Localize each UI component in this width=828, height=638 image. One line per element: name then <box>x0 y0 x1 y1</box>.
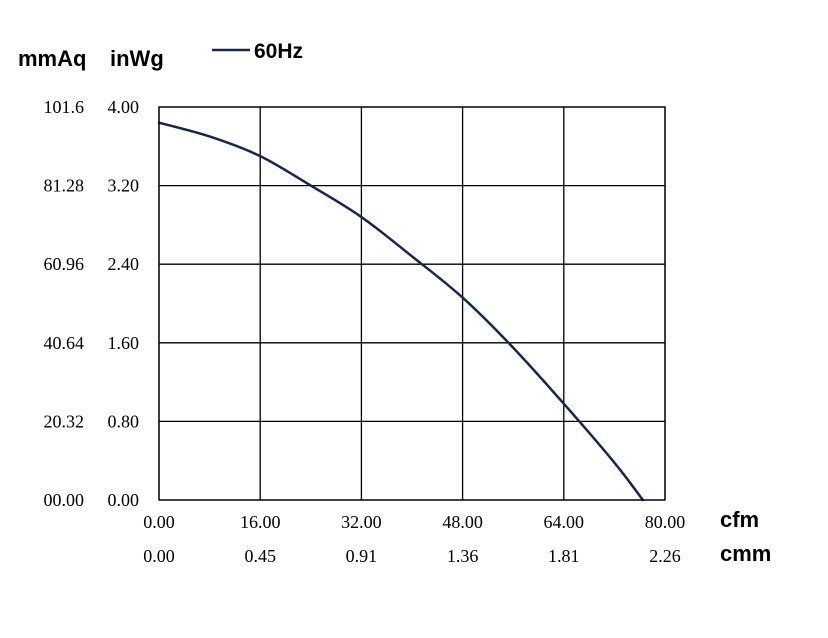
y-tick-labels: 00.00 0.00 20.32 0.80 40.64 1.60 60.96 2.40 81.2… <box>44 97 140 510</box>
x-tick-label-cfm: 80.00 <box>645 512 686 532</box>
x-tick-label-cfm: 64.00 <box>544 512 585 532</box>
series-layer <box>157 121 645 502</box>
x-tick-label-cmm: 0.91 <box>346 546 378 566</box>
y-tick-label-inwg: 0.80 <box>108 411 140 431</box>
x-unit-secondary-label: cmm <box>720 541 771 566</box>
y-tick-label-inwg: 0.00 <box>108 490 140 510</box>
plot-frame <box>158 106 666 501</box>
x-tick-label-cfm: 48.00 <box>442 512 483 532</box>
y-tick-label-mmaq: 101.6 <box>44 97 85 117</box>
x-tick-label-cmm: 1.36 <box>447 546 479 566</box>
x-tick-label-cfm: 0.00 <box>143 512 175 532</box>
y-tick-label-mmaq: 00.00 <box>44 490 85 510</box>
y-unit-left-label: mmAq <box>18 46 86 71</box>
y-tick-label-mmaq: 81.28 <box>44 176 85 196</box>
x-tick-label-cfm: 16.00 <box>240 512 281 532</box>
x-tick-label-cfm: 32.00 <box>341 512 382 532</box>
x-tick-label-cmm: 0.00 <box>143 546 175 566</box>
series-line-60hz <box>157 121 645 502</box>
y-tick-label-mmaq: 20.32 <box>44 411 85 431</box>
y-unit-right-label: inWg <box>110 46 164 71</box>
y-tick-label-inwg: 1.60 <box>108 333 140 353</box>
y-tick-label-inwg: 2.40 <box>108 254 140 274</box>
x-unit-primary-label: cfm <box>720 507 759 532</box>
x-tick-labels: 0.00 0.00 16.00 0.45 32.00 0.91 48.00 1.36 64.00… <box>143 512 685 566</box>
grid <box>158 106 666 501</box>
x-tick-label-cmm: 1.81 <box>548 546 580 566</box>
x-tick-label-cmm: 0.45 <box>244 546 276 566</box>
legend: 60Hz <box>212 40 303 63</box>
legend-label-60hz: 60Hz <box>254 40 303 63</box>
y-tick-label-inwg: 3.20 <box>108 176 140 196</box>
y-tick-label-inwg: 4.00 <box>108 97 140 117</box>
y-tick-label-mmaq: 60.96 <box>44 254 85 274</box>
x-tick-label-cmm: 2.26 <box>649 546 681 566</box>
y-tick-label-mmaq: 40.64 <box>44 333 85 353</box>
